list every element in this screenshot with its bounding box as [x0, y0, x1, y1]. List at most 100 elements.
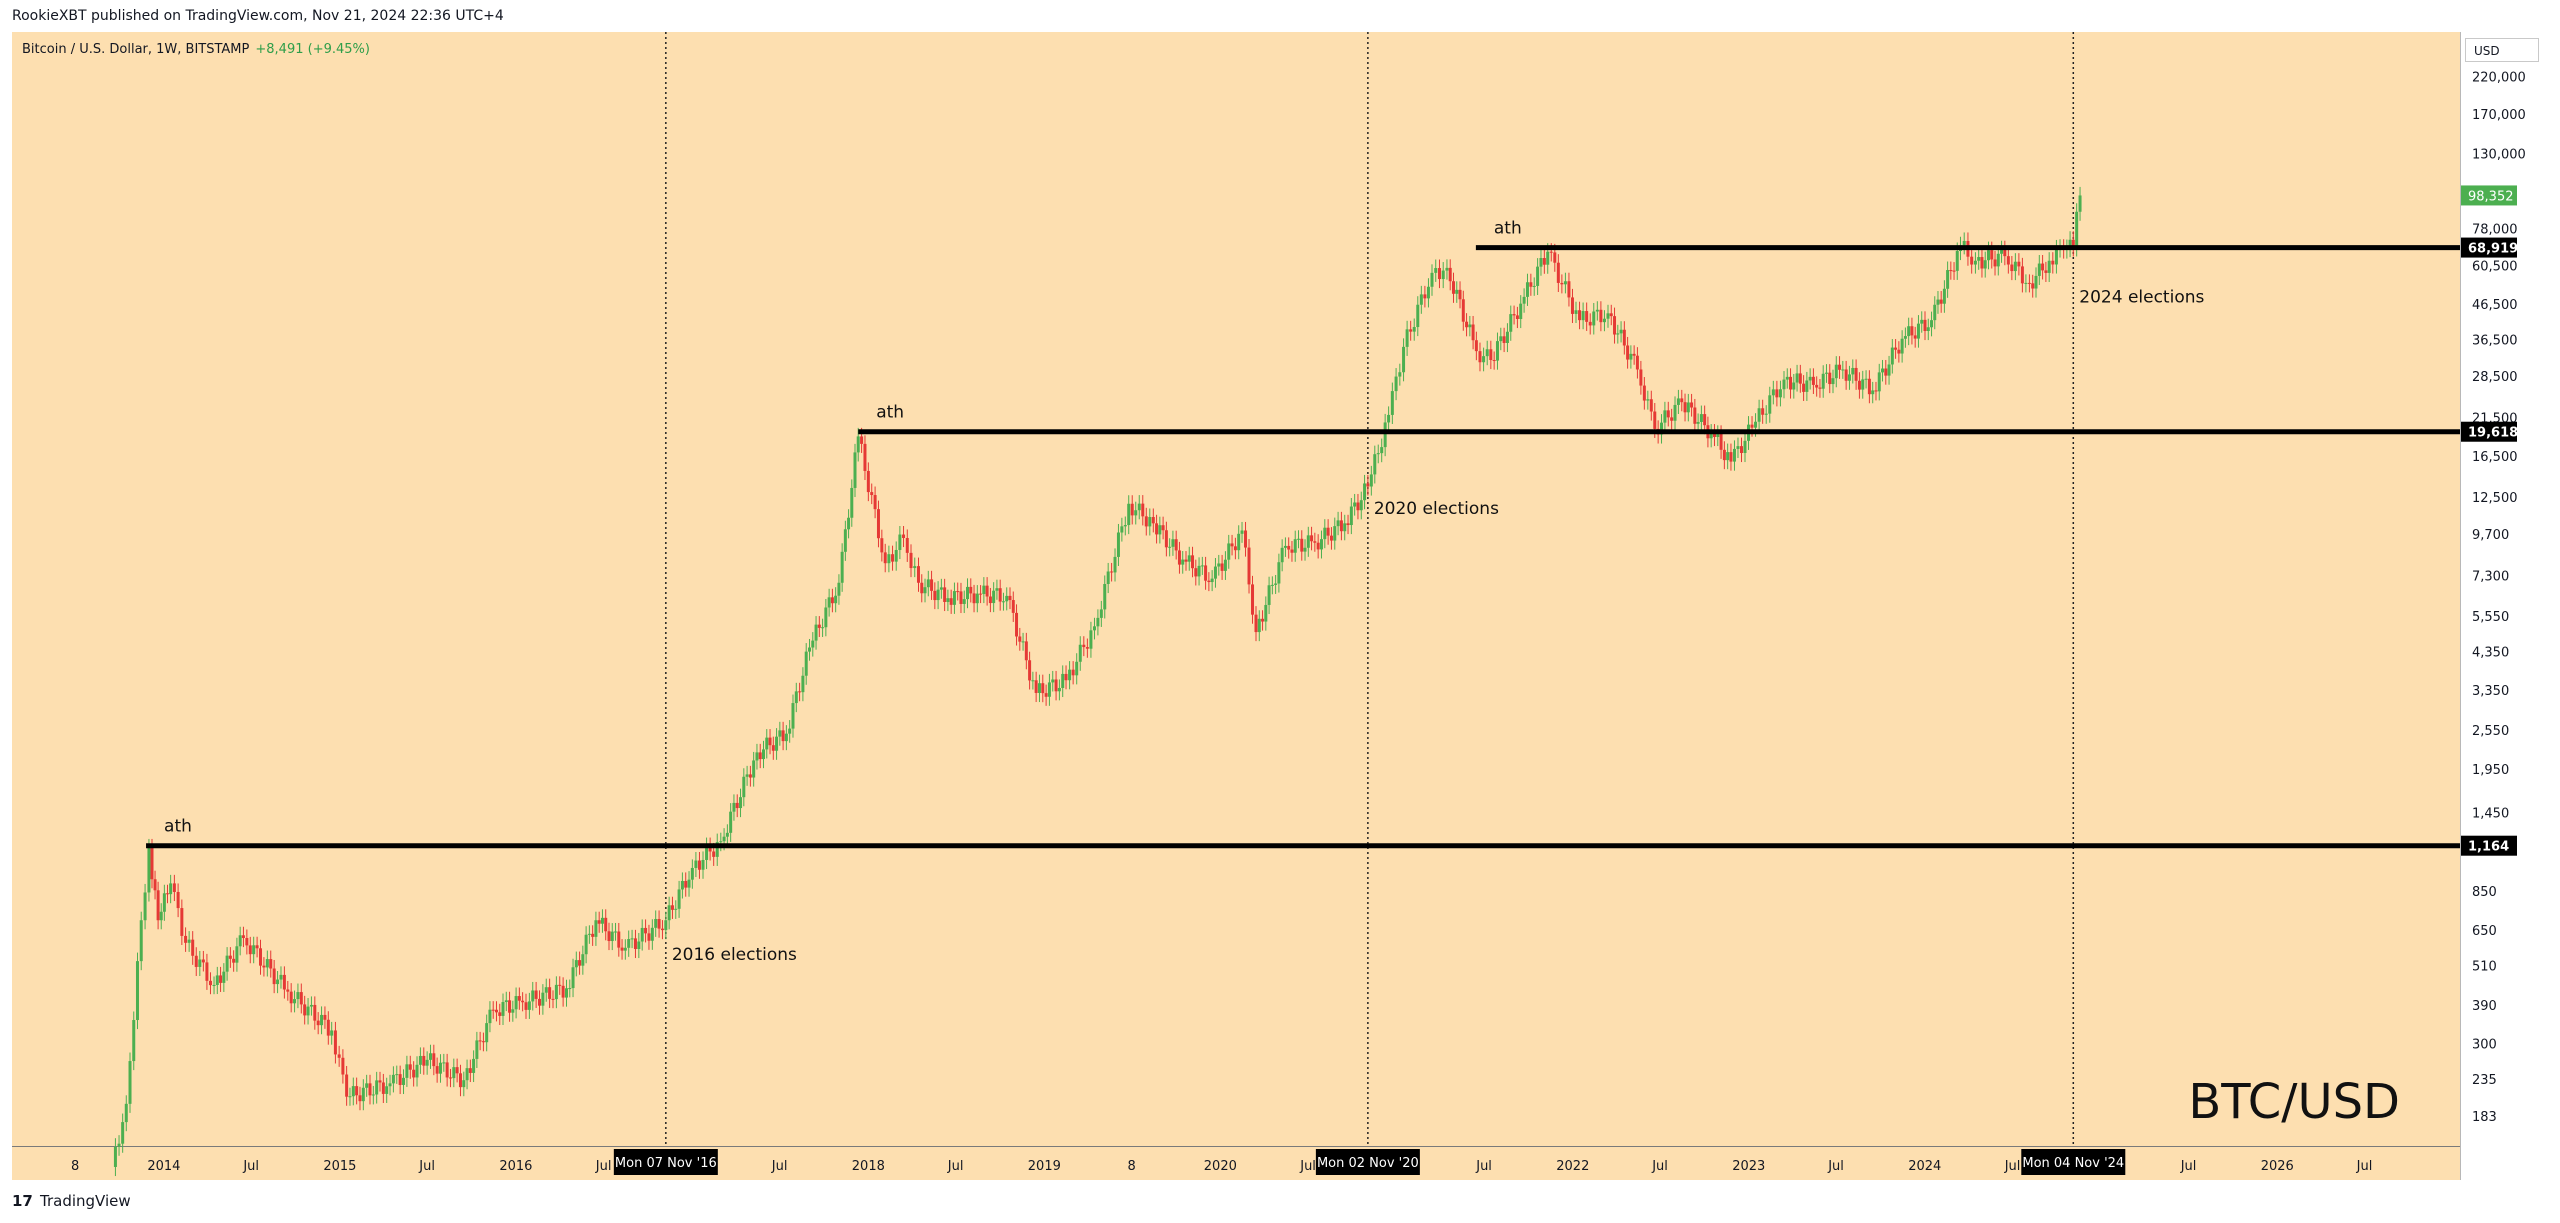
candle-body [1841, 369, 1845, 371]
candle-body [212, 984, 216, 986]
candle-body [1359, 500, 1363, 511]
candle-body [1103, 583, 1107, 610]
candle-body [371, 1094, 375, 1096]
candle-body [905, 538, 909, 553]
x-tick-label: Jul [771, 1159, 788, 1174]
candle-body [1570, 297, 1574, 314]
tradingview-logo-icon[interactable]: 17 [12, 1192, 33, 1210]
y-tick-label: 510 [2472, 960, 2497, 975]
candle-body [755, 752, 759, 761]
candle-body [1563, 281, 1567, 285]
last-price-badge [2461, 185, 2517, 206]
candle-body [517, 996, 521, 1001]
candle-body [975, 593, 979, 604]
candle-body [541, 992, 545, 1006]
candle-body [1323, 527, 1327, 540]
candle-body [1465, 321, 1469, 328]
candle-body [920, 582, 924, 594]
candle-body [124, 1103, 128, 1123]
candle-body [554, 984, 558, 1000]
candle-body [870, 492, 874, 496]
candle-body [1021, 641, 1025, 643]
candle-body [2034, 275, 2038, 289]
candle-body [309, 1004, 313, 1007]
candle-body [1366, 483, 1370, 487]
currency-selector[interactable]: USD [2465, 38, 2539, 62]
candle-body [1939, 299, 1943, 304]
candle-body [1818, 387, 1822, 389]
candle-body [705, 846, 709, 860]
candle-body [1736, 446, 1740, 449]
candle-body [633, 938, 637, 949]
candle-body [245, 938, 249, 946]
candle-body [1018, 636, 1022, 642]
candle-body [1041, 683, 1045, 694]
candle-body [187, 939, 191, 943]
candle-body [1996, 253, 2000, 267]
candle-body [194, 955, 198, 967]
candle-body [201, 959, 205, 963]
candle-body [1824, 372, 1828, 374]
candle-body [269, 959, 273, 969]
candle-body [1847, 374, 1851, 381]
candle-body [1113, 556, 1117, 573]
candle-body [1646, 399, 1650, 401]
candle-body [1326, 527, 1330, 536]
candle-body [1075, 661, 1079, 676]
candle-body [690, 867, 694, 880]
y-tick-label: 1,450 [2472, 806, 2509, 821]
candle-body [1962, 240, 1966, 246]
candle-body [259, 948, 263, 966]
candle-body [498, 1012, 502, 1016]
candle-body [725, 832, 729, 837]
candle-body [1792, 382, 1796, 390]
candle-body [1068, 669, 1072, 681]
candle-body [1639, 369, 1643, 386]
candle-body [2024, 282, 2028, 284]
candle-body [548, 987, 552, 999]
x-tick-label: 8 [71, 1159, 79, 1174]
candle-body [647, 933, 651, 941]
candle-body [998, 588, 1002, 602]
x-tick-label: Jul [418, 1159, 435, 1174]
level-price-label: 68,919 [2468, 242, 2518, 257]
candle-body [432, 1053, 436, 1067]
candle-body [581, 954, 585, 966]
candle-body [617, 931, 621, 948]
candle-body [425, 1059, 429, 1066]
candle-body [1158, 525, 1162, 535]
candle-body [289, 991, 293, 1004]
candle-body [1423, 294, 1427, 299]
x-tick-label: 2016 [499, 1159, 532, 1174]
candle-body [385, 1086, 389, 1094]
candle-body [537, 998, 541, 1006]
candle-body [1515, 315, 1519, 319]
candle-body [1011, 600, 1015, 613]
y-tick-label: 12,500 [2472, 491, 2518, 506]
event-annotation: 2024 elections [2079, 288, 2204, 308]
candle-body [1151, 517, 1155, 524]
candle-body [1910, 326, 1914, 336]
candle-body [1217, 563, 1221, 567]
candle-body [1874, 390, 1878, 392]
chart-pane[interactable] [12, 32, 2460, 1146]
candle-body [1854, 367, 1858, 381]
candle-body [1171, 539, 1175, 547]
candle-body [1834, 364, 1838, 379]
candle-body [1808, 376, 1812, 381]
candle-body [1031, 680, 1035, 682]
candle-body [1789, 376, 1793, 390]
candle-body [1478, 351, 1482, 363]
candle-body [1313, 541, 1317, 543]
candle-body [1754, 421, 1758, 428]
candle-body [1588, 321, 1592, 326]
footer-brand[interactable]: TradingView [40, 1192, 131, 1210]
candle-body [162, 893, 166, 912]
candle-body [1890, 347, 1894, 365]
candle-body [1306, 535, 1310, 548]
candle-body [1082, 644, 1086, 648]
candle-body [279, 974, 283, 980]
price-axis[interactable] [2460, 32, 2560, 1180]
candle-body [1155, 523, 1159, 535]
candle-body [952, 591, 956, 605]
